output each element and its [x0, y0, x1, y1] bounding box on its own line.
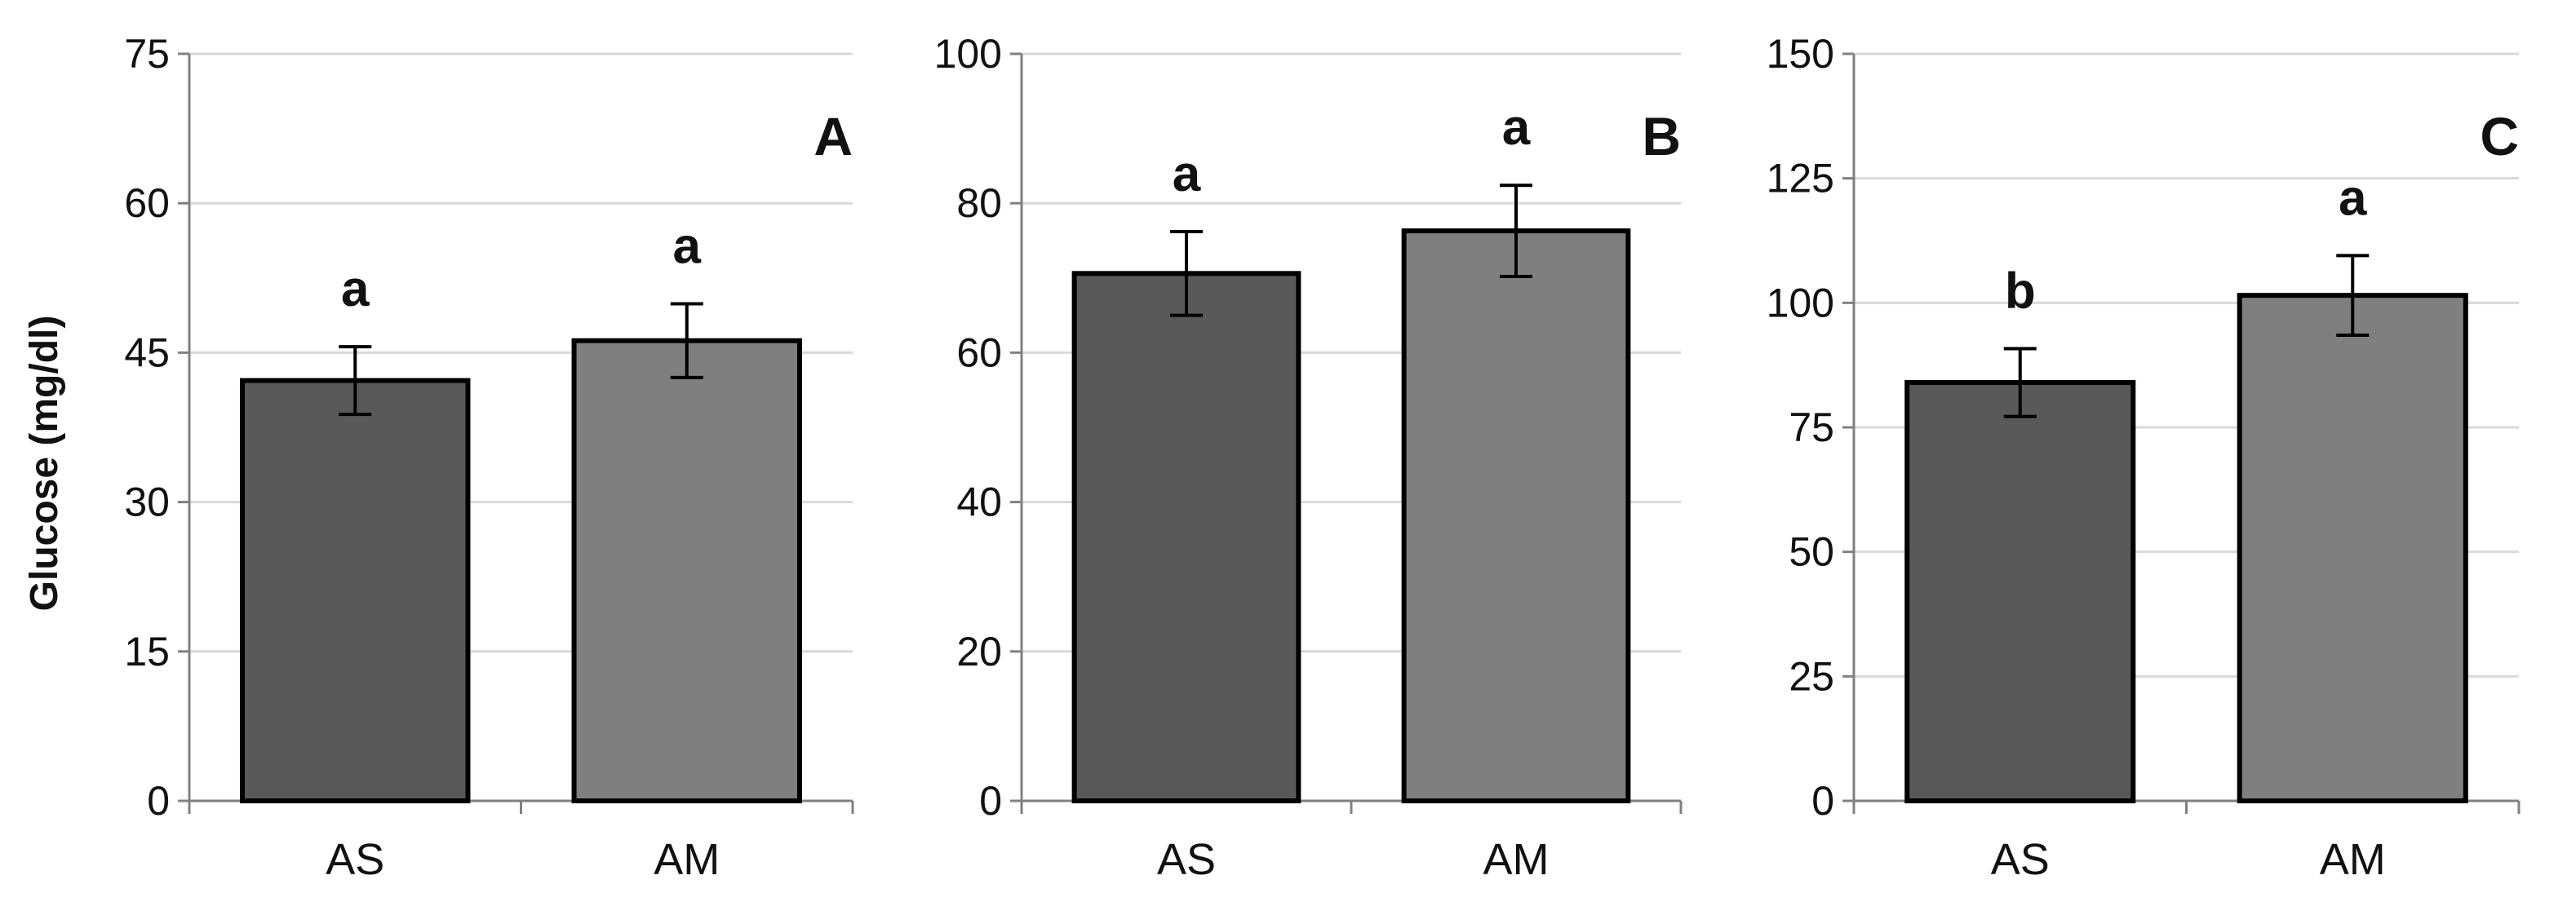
x-category-label: AM — [654, 835, 720, 884]
y-tick-label: 150 — [1767, 31, 1834, 77]
significance-label: a — [2339, 170, 2367, 226]
y-tick-label: 125 — [1767, 156, 1834, 201]
y-tick-label: 25 — [1789, 653, 1834, 699]
panel-label: A — [814, 106, 853, 166]
y-tick-label: 50 — [1789, 529, 1834, 575]
y-tick-label: 45 — [124, 329, 170, 375]
y-axis-title: Glucose (mg/dl) — [23, 316, 66, 612]
bar-as — [240, 378, 471, 803]
y-tick-label: 60 — [124, 180, 170, 226]
bar-as — [1071, 271, 1301, 803]
y-tick-label: 60 — [956, 329, 1002, 375]
y-tick-label: 30 — [124, 480, 170, 525]
y-tick-label: 0 — [147, 778, 170, 824]
y-tick-label: 0 — [979, 778, 1002, 824]
chart-panel-c: 0 25 50 75 100 125 150 b AS a AM C — [1767, 31, 2521, 884]
significance-label: a — [673, 219, 702, 275]
significance-label: b — [2005, 263, 2036, 320]
bar-am — [1401, 228, 1631, 804]
x-category-label: AS — [1991, 835, 2050, 884]
y-tick-label: 75 — [1789, 405, 1834, 450]
bar-as — [1904, 380, 2136, 804]
y-tick-label: 20 — [956, 629, 1002, 674]
chart-panel-a: 0 15 30 45 60 75 a AS a AM A — [124, 31, 854, 884]
bar-am — [571, 338, 802, 803]
y-tick-label: 15 — [124, 629, 170, 674]
bar-am — [2237, 293, 2468, 803]
y-tick-label: 100 — [1767, 280, 1834, 325]
y-tick-label: 80 — [956, 180, 1002, 226]
y-tick-label: 40 — [956, 480, 1002, 525]
y-tick-label: 100 — [934, 31, 1002, 77]
panel-label: B — [1642, 106, 1681, 166]
y-tick-label: 75 — [124, 31, 170, 77]
y-tick-label: 0 — [1811, 778, 1834, 824]
panels: 0 15 30 45 60 75 a AS a AM A 0 20 40 60 80 100 a AS a AM B 0 25… — [124, 31, 2521, 884]
panel-label: C — [2480, 106, 2519, 166]
significance-label: a — [1173, 146, 1201, 202]
chart-panel-b: 0 20 40 60 80 100 a AS a AM B — [934, 31, 1683, 884]
significance-label: a — [341, 261, 370, 317]
x-category-label: AS — [1157, 835, 1216, 884]
x-category-label: AM — [1483, 835, 1550, 884]
x-category-label: AM — [2320, 835, 2386, 884]
significance-label: a — [1502, 99, 1531, 156]
x-category-label: AS — [326, 835, 384, 884]
